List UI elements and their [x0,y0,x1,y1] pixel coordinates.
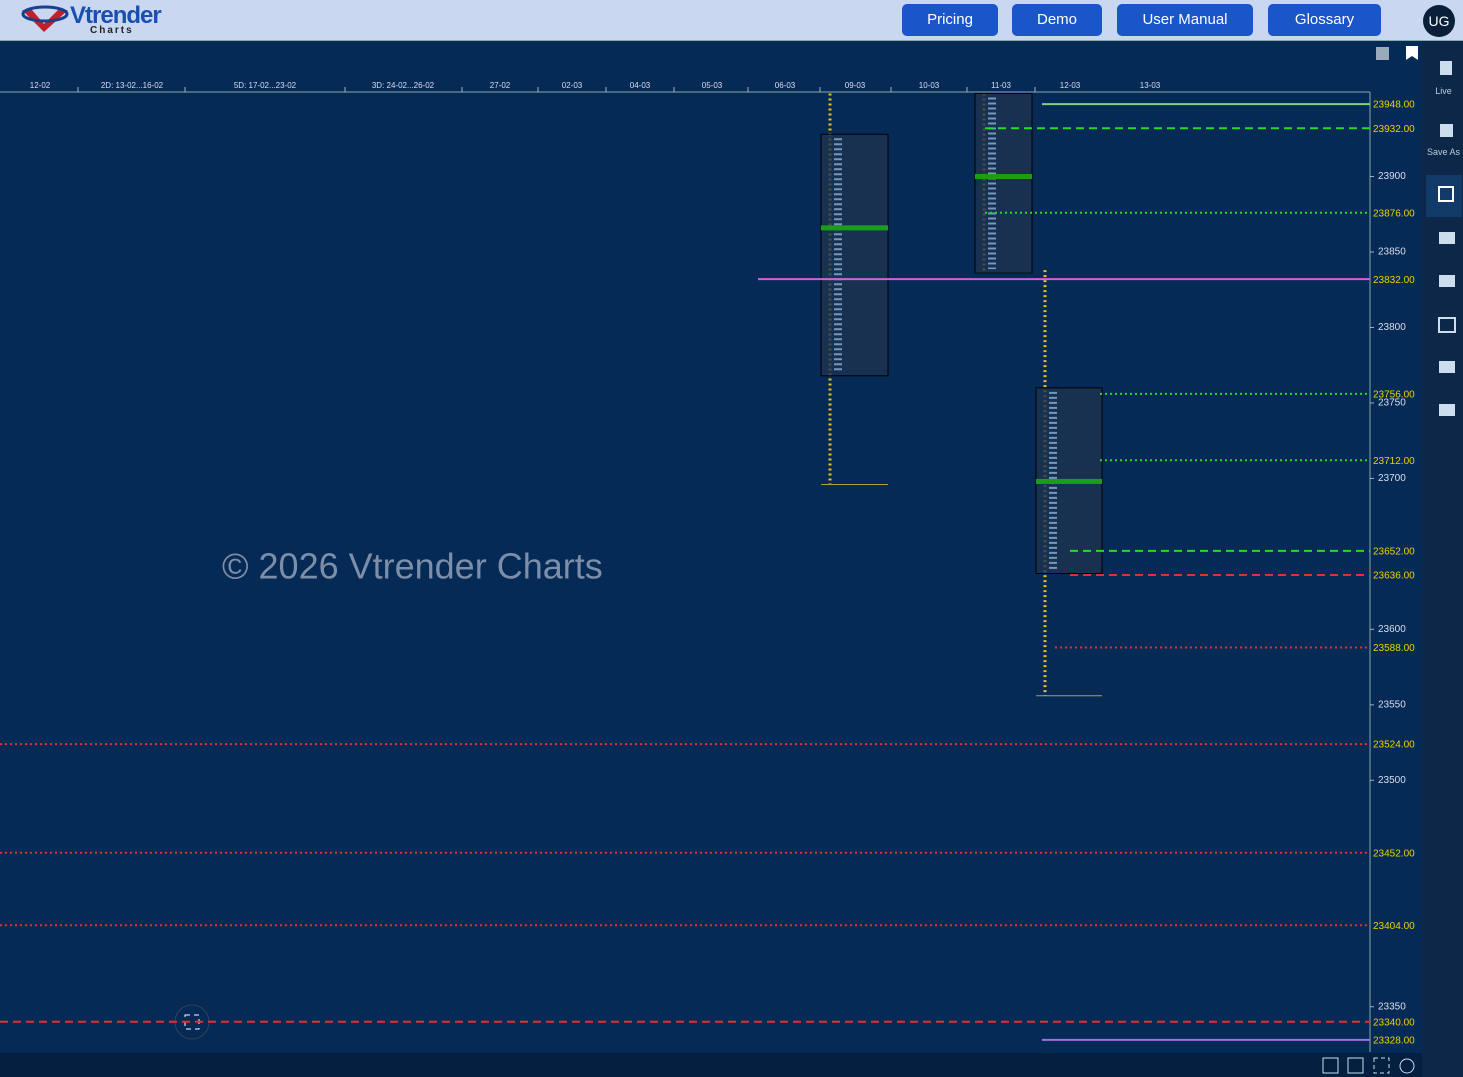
x-tick-label: 12-02 [30,81,51,90]
logo[interactable]: Vtrender [70,2,162,29]
level-label: 23452.00 [1373,848,1415,859]
y-tick-label: 23850 [1378,247,1406,258]
demo-button[interactable]: Demo [1012,4,1102,36]
level-label: 23588.00 [1373,643,1415,654]
level-label: 23524.00 [1373,740,1415,751]
level-label: 23932.00 [1373,124,1415,135]
tool-icon[interactable] [1438,317,1456,333]
level-label: 23636.00 [1373,571,1415,582]
live-label: Live [1435,86,1452,96]
logo-mark [21,5,69,32]
x-tick-label: 5D: 17-02...23-02 [234,81,297,90]
level-label: 23712.00 [1373,456,1415,467]
label-toggle[interactable] [1347,1057,1364,1074]
poc [1036,478,1102,484]
x-tick-label: 27-02 [490,81,511,90]
save-as-label: Save As [1426,147,1461,157]
level-label: 23652.00 [1373,547,1415,558]
level-label: 23328.00 [1373,1036,1415,1047]
poc [821,225,888,231]
logo-sub: Charts [90,25,134,36]
save-as-icon[interactable] [1440,124,1453,137]
x-tick-label: 12-03 [1060,81,1081,90]
grid-toggle[interactable] [1322,1057,1339,1074]
level-label: 23876.00 [1373,208,1415,219]
tool-icon[interactable] [1439,404,1455,416]
x-tick-label: 04-03 [630,81,651,90]
sidebar-active [1426,175,1462,217]
x-tick-label: 2D: 13-02...16-02 [101,81,164,90]
tool-icon[interactable] [1439,361,1455,373]
x-tick-label: 06-03 [775,81,796,90]
x-tick-label: 3D: 24-02...26-02 [372,81,435,90]
watermark: © 2026 Vtrender Charts [222,546,603,587]
close-toggle[interactable] [1399,1058,1415,1074]
y-tick-label: 23700 [1378,473,1406,484]
x-tick-label: 05-03 [702,81,723,90]
y-tick-label: 23800 [1378,322,1406,333]
pricing-button[interactable]: Pricing [902,4,998,36]
glossary-button[interactable]: Glossary [1268,4,1381,36]
live-icon[interactable] [1440,61,1452,75]
y-tick-label: 23350 [1378,1001,1406,1012]
x-tick-label: 10-03 [919,81,940,90]
fit-toggle[interactable] [1373,1057,1390,1074]
header: Vtrender Charts Pricing Demo User Manual… [0,0,1463,41]
x-tick-label: 09-03 [845,81,866,90]
bottom-bar [0,1053,1422,1077]
level-label: 23404.00 [1373,921,1415,932]
y-tick-label: 23750 [1378,398,1406,409]
y-tick-label: 23500 [1378,775,1406,786]
x-tick-label: 11-03 [991,81,1011,90]
x-tick-label: 02-03 [562,81,583,90]
poc [975,174,1032,180]
y-tick-label: 23550 [1378,699,1406,710]
value-area [974,93,1033,274]
tool-icon[interactable] [1439,275,1455,287]
y-tick-label: 23900 [1378,171,1406,182]
level-label: 23948.00 [1373,100,1415,111]
tool-icon[interactable] [1439,232,1455,244]
save-icon[interactable] [1376,47,1389,60]
fullscreen-button[interactable] [174,1004,210,1040]
x-tick-label: 13-03 [1140,81,1161,90]
level-label: 23340.00 [1373,1017,1415,1028]
y-tick-label: 23600 [1378,624,1406,635]
level-label: 23756.00 [1373,390,1415,401]
value-area [820,133,889,377]
level-label: 23832.00 [1373,275,1415,286]
draw-icon[interactable] [1438,186,1454,202]
manual-button[interactable]: User Manual [1117,4,1253,36]
bookmark-icon[interactable] [1406,46,1418,60]
user-avatar[interactable]: UG [1423,5,1455,37]
